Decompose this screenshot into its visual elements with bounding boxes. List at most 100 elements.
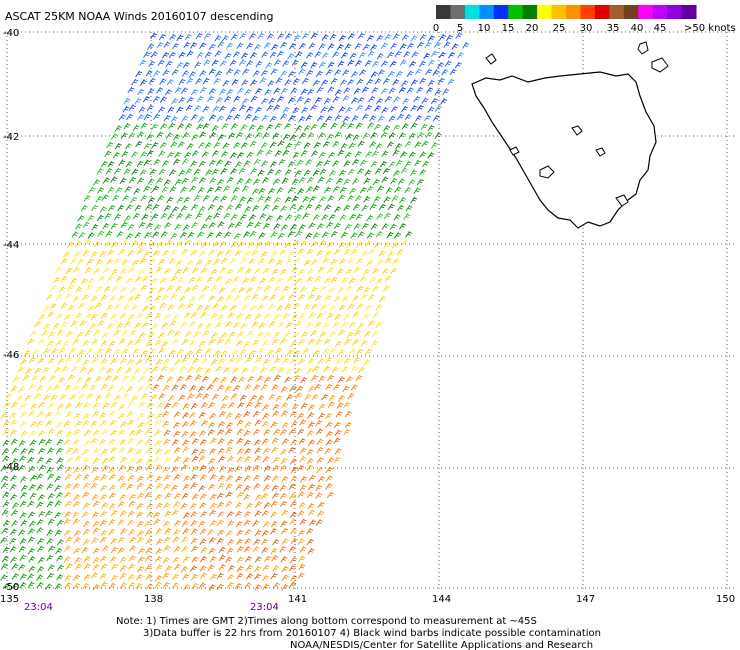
wind-barb: [191, 556, 199, 563]
wind-barb: [393, 214, 401, 221]
wind-barb: [425, 131, 433, 139]
wind-barb: [196, 95, 204, 103]
wind-barb: [121, 150, 129, 158]
wind-barb: [87, 367, 95, 374]
wind-barb: [204, 142, 212, 149]
wind-barb: [173, 446, 181, 454]
wind-barb: [190, 473, 198, 481]
wind-barb: [34, 367, 42, 374]
wind-barb: [73, 530, 81, 537]
wind-barb: [92, 475, 100, 483]
wind-barb: [163, 358, 171, 365]
wind-barb: [214, 185, 222, 193]
wind-barb: [91, 204, 99, 212]
wind-barb: [297, 188, 305, 195]
wind-barb: [342, 115, 350, 123]
wind-barb: [441, 69, 449, 76]
wind-barb: [168, 349, 176, 357]
wind-barb: [226, 176, 234, 184]
wind-barb: [11, 582, 19, 590]
wind-barb: [284, 196, 292, 203]
wind-barb: [36, 527, 44, 534]
wind-barb: [149, 305, 157, 312]
wind-barb: [352, 295, 360, 302]
wind-barb: [254, 501, 262, 508]
wind-barb: [274, 169, 282, 176]
wind-barb: [280, 464, 288, 472]
wind-barb: [86, 393, 94, 400]
wind-barb: [356, 241, 364, 248]
lon-label-135: 135: [0, 594, 19, 605]
wind-barb: [163, 536, 171, 544]
wind-barb: [297, 491, 305, 498]
wind-barb: [136, 385, 144, 393]
wind-barb: [138, 221, 146, 229]
wind-barb: [190, 511, 198, 518]
wind-barb: [322, 257, 330, 264]
wind-barb: [37, 556, 45, 564]
wind-barb: [187, 393, 195, 400]
wind-barb: [254, 268, 262, 275]
wind-barb: [32, 349, 40, 356]
wind-barb: [27, 456, 35, 464]
wind-barb: [211, 125, 219, 132]
wind-barb: [119, 582, 127, 589]
wind-barb: [319, 285, 327, 292]
wind-barb: [65, 500, 73, 508]
wind-barb: [297, 268, 305, 276]
wind-barb: [285, 394, 294, 401]
wind-barb: [236, 538, 244, 546]
wind-barb: [448, 51, 456, 59]
wind-barb: [29, 492, 37, 500]
wind-barb: [211, 168, 219, 176]
wind-barb: [37, 338, 45, 346]
wind-barb: [97, 187, 105, 194]
wind-barb: [396, 249, 404, 256]
wind-barb: [310, 104, 318, 111]
wind-barb: [208, 249, 216, 256]
wind-barb: [187, 231, 195, 239]
wind-barb: [413, 95, 421, 103]
wind-barb: [402, 97, 410, 105]
wind-barb: [82, 340, 90, 347]
wind-barb: [190, 565, 198, 572]
wind-barb: [180, 231, 188, 239]
wind-barb: [226, 268, 234, 276]
wind-barb: [27, 536, 35, 543]
wind-barb: [209, 448, 217, 455]
wind-barb: [323, 365, 331, 373]
wind-barb: [77, 393, 85, 400]
wind-barb: [217, 41, 225, 48]
wind-barb: [153, 158, 161, 166]
wind-barb: [41, 330, 49, 337]
wind-barb: [144, 492, 152, 499]
wind-barb: [136, 312, 144, 320]
wind-barb: [157, 59, 165, 67]
lon-label-147: 147: [576, 594, 595, 605]
wind-barb: [181, 421, 189, 428]
wind-barb: [235, 510, 243, 518]
wind-barb: [9, 429, 17, 436]
wind-barb: [162, 51, 170, 59]
wind-barb: [410, 35, 418, 42]
wind-barb: [178, 169, 186, 177]
wind-barb: [155, 564, 163, 571]
lon-label-138: 138: [144, 594, 163, 605]
wind-barb: [90, 420, 98, 427]
wind-barb: [181, 430, 189, 438]
wind-barb: [299, 42, 307, 50]
wind-barb: [215, 231, 223, 238]
wind-barb: [191, 267, 199, 274]
wind-barb: [369, 141, 377, 148]
wind-barb: [118, 386, 126, 393]
wind-barb: [110, 574, 118, 582]
wind-barb: [428, 59, 436, 67]
wind-barb: [259, 213, 267, 220]
wind-barb: [325, 483, 333, 490]
wind-barb: [199, 86, 207, 94]
wind-barb: [349, 52, 357, 60]
wind-barb: [37, 494, 45, 501]
wind-barb: [54, 484, 62, 492]
wind-barb: [344, 223, 352, 231]
wind-barb: [349, 187, 357, 195]
